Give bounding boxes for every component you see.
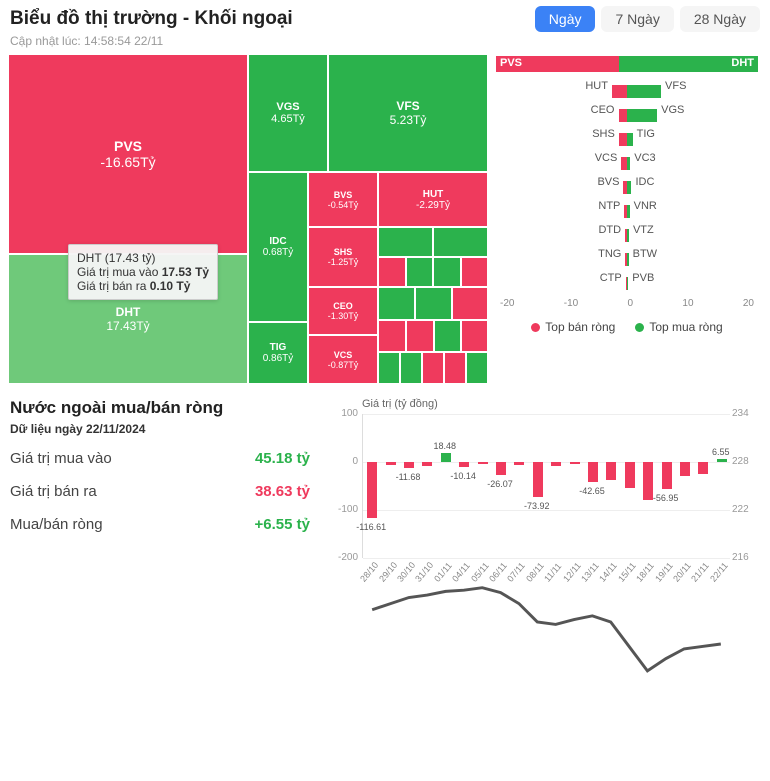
bar-value: -56.95 (653, 493, 679, 503)
bar[interactable] (625, 462, 635, 488)
treemap-cell[interactable] (378, 257, 406, 287)
bar[interactable] (680, 462, 690, 476)
treemap-cell[interactable] (406, 320, 434, 352)
treemap-cell[interactable]: DHT17.43Tỷ (8, 254, 248, 384)
diverging-row: BVSIDC (496, 176, 758, 200)
range-tabs: Ngày 7 Ngày 28 Ngày (535, 6, 760, 32)
bar[interactable] (570, 462, 580, 464)
bar[interactable] (717, 459, 727, 462)
bar[interactable] (478, 462, 488, 464)
bar[interactable] (367, 462, 377, 518)
net-barchart[interactable]: Giá trị (tỷ đồng)1002340228-100222-20021… (318, 398, 758, 598)
diverging-row: NTPVNR (496, 200, 758, 224)
bar[interactable] (662, 462, 672, 489)
bar[interactable] (422, 462, 432, 466)
diverging-row: CTPPVB (496, 272, 758, 296)
summary-title: Nước ngoài mua/bán ròng (10, 398, 310, 418)
bar[interactable] (551, 462, 561, 466)
bar[interactable] (459, 462, 469, 467)
bar[interactable] (643, 462, 653, 500)
treemap-cell[interactable] (378, 320, 406, 352)
bar-value: -11.68 (396, 472, 421, 482)
bar[interactable] (606, 462, 616, 480)
bar[interactable] (441, 453, 451, 462)
diverging-row: VCSVC3 (496, 152, 758, 176)
treemap-cell[interactable] (400, 352, 422, 384)
treemap-cell[interactable] (452, 287, 488, 320)
tab-day[interactable]: Ngày (535, 6, 596, 32)
treemap-cell[interactable] (415, 287, 452, 320)
treemap-cell[interactable] (433, 257, 461, 287)
bar[interactable] (496, 462, 506, 475)
bar-value: 6.55 (712, 447, 730, 457)
summary-row: Mua/bán ròng+6.55 tỷ (10, 516, 310, 533)
treemap-cell[interactable]: IDC0.68Tỷ (248, 172, 308, 322)
updated-label: Cập nhật lúc: 14:58:54 22/11 (0, 34, 770, 54)
bar[interactable] (533, 462, 543, 497)
tab-week[interactable]: 7 Ngày (601, 6, 673, 32)
treemap-cell[interactable]: VCS-0.87Tỷ (308, 335, 378, 384)
treemap-chart[interactable]: PVS-16.65TỷDHT17.43Tỷ VGS4.65TỷVFS5.23TỷI… (8, 54, 488, 384)
bar-value: -10.14 (450, 471, 476, 481)
treemap-cell[interactable] (434, 320, 461, 352)
barchart-title: Giá trị (tỷ đồng) (362, 398, 438, 410)
treemap-cell[interactable] (433, 227, 488, 257)
treemap-cell[interactable] (378, 227, 433, 257)
bar-value: -73.92 (524, 501, 550, 511)
summary-panel: Nước ngoài mua/bán ròng Dữ liệu ngày 22/… (10, 398, 310, 598)
bar-value: -116.61 (356, 522, 386, 532)
summary-row: Giá trị mua vào45.18 tỷ (10, 450, 310, 467)
bar[interactable] (588, 462, 598, 482)
treemap-cell[interactable] (466, 352, 488, 384)
diverging-chart: PVSDHTHUTVFSCEOVGSSHSTIGVCSVC3BVSIDCNTPV… (496, 54, 758, 384)
bar[interactable] (404, 462, 414, 468)
diverging-row: DTDVTZ (496, 224, 758, 248)
treemap-cell[interactable] (406, 257, 433, 287)
treemap-cell[interactable]: SHS-1.25Tỷ (308, 227, 378, 287)
treemap-cell[interactable]: PVS-16.65Tỷ (8, 54, 248, 254)
tab-month[interactable]: 28 Ngày (680, 6, 760, 32)
treemap-cell[interactable]: TIG0.86Tỷ (248, 322, 308, 384)
treemap-cell[interactable] (461, 320, 488, 352)
bar[interactable] (386, 462, 396, 465)
treemap-cell[interactable]: VGS4.65Tỷ (248, 54, 328, 172)
treemap-cell[interactable]: VFS5.23Tỷ (328, 54, 488, 172)
bar-value: -26.07 (487, 479, 513, 489)
diverging-row: SHSTIG (496, 128, 758, 152)
treemap-cell[interactable]: HUT-2.29Tỷ (378, 172, 488, 227)
treemap-cell[interactable] (461, 257, 488, 287)
treemap-cell[interactable] (378, 352, 400, 384)
treemap-cell[interactable] (444, 352, 466, 384)
diverging-row: HUTVFS (496, 80, 758, 104)
treemap-cell[interactable] (422, 352, 444, 384)
summary-row: Giá trị bán ra38.63 tỷ (10, 483, 310, 500)
summary-date: Dữ liệu ngày 22/11/2024 (10, 422, 310, 436)
bar-value: -42.65 (579, 486, 605, 496)
treemap-cell[interactable]: CEO-1.30Tỷ (308, 287, 378, 335)
page-title: Biểu đồ thị trường - Khối ngoại (10, 8, 293, 30)
diverging-row: CEOVGS (496, 104, 758, 128)
bar[interactable] (698, 462, 708, 474)
treemap-cell[interactable] (378, 287, 415, 320)
bar-value: 18.48 (434, 441, 457, 451)
diverging-row: TNGBTW (496, 248, 758, 272)
bar[interactable] (514, 462, 524, 465)
treemap-cell[interactable]: BVS-0.54Tỷ (308, 172, 378, 227)
